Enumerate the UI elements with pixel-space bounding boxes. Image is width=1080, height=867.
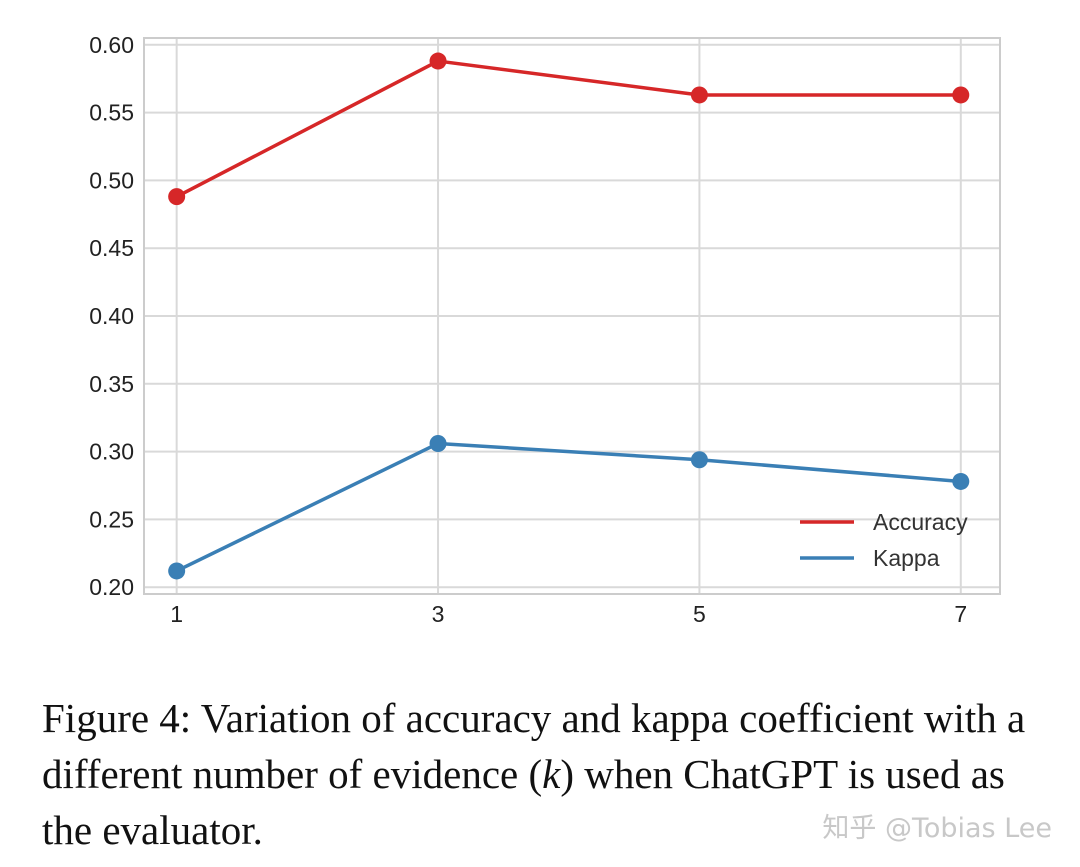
data-point-kappa <box>429 434 447 452</box>
x-axis-ticks: 1 3 5 7 <box>170 601 967 627</box>
y-axis-ticks: 0.20 0.25 0.30 0.35 0.40 0.45 0.50 0.55 0.60 <box>89 32 134 600</box>
y-tick-label: 0.55 <box>89 100 134 126</box>
x-tick-label: 5 <box>693 601 706 627</box>
y-tick-label: 0.45 <box>89 235 134 261</box>
series-accuracy <box>168 52 970 206</box>
line-chart: 0.20 0.25 0.30 0.35 0.40 0.45 0.50 0.55 0.60 1 3 5… <box>89 32 1001 627</box>
grid-lines <box>144 38 1000 594</box>
y-tick-label: 0.35 <box>89 371 134 397</box>
caption-text-start: Figure 4: Variation of accuracy and kapp… <box>42 695 1026 797</box>
series-line-accuracy <box>175 59 961 199</box>
y-tick-label: 0.40 <box>89 303 134 329</box>
legend-label-accuracy: Accuracy <box>873 509 968 535</box>
series-kappa <box>168 434 970 580</box>
series-line-kappa <box>175 441 961 573</box>
data-point-kappa <box>168 562 186 580</box>
data-point-kappa <box>690 451 708 469</box>
data-point-accuracy <box>168 188 186 206</box>
x-tick-label: 3 <box>432 601 445 627</box>
y-tick-label: 0.30 <box>89 439 134 465</box>
legend-label-kappa: Kappa <box>873 545 940 571</box>
figure-caption: Figure 4: Variation of accuracy and kapp… <box>42 690 1052 858</box>
caption-text-end: ) when ChatGPT is used as the evaluator. <box>42 751 1005 853</box>
legend: Accuracy Kappa <box>800 509 968 571</box>
y-tick-label: 0.20 <box>89 574 134 600</box>
data-point-accuracy <box>429 52 447 70</box>
y-tick-label: 0.25 <box>89 506 134 532</box>
data-point-accuracy <box>952 86 970 104</box>
watermark: 知乎 @Tobias Lee <box>822 813 1052 844</box>
data-point-accuracy <box>690 86 708 104</box>
y-tick-label: 0.50 <box>89 167 134 193</box>
caption-math-k: k <box>542 751 561 797</box>
data-point-kappa <box>952 472 970 490</box>
plot-frame <box>143 37 1001 595</box>
series-layer <box>168 52 970 580</box>
x-tick-label: 1 <box>170 601 183 627</box>
y-tick-label: 0.60 <box>89 32 134 58</box>
x-tick-label: 7 <box>954 601 967 627</box>
